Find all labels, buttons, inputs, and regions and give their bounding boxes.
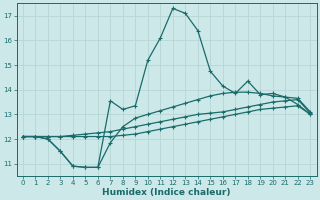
X-axis label: Humidex (Indice chaleur): Humidex (Indice chaleur)	[102, 188, 231, 197]
